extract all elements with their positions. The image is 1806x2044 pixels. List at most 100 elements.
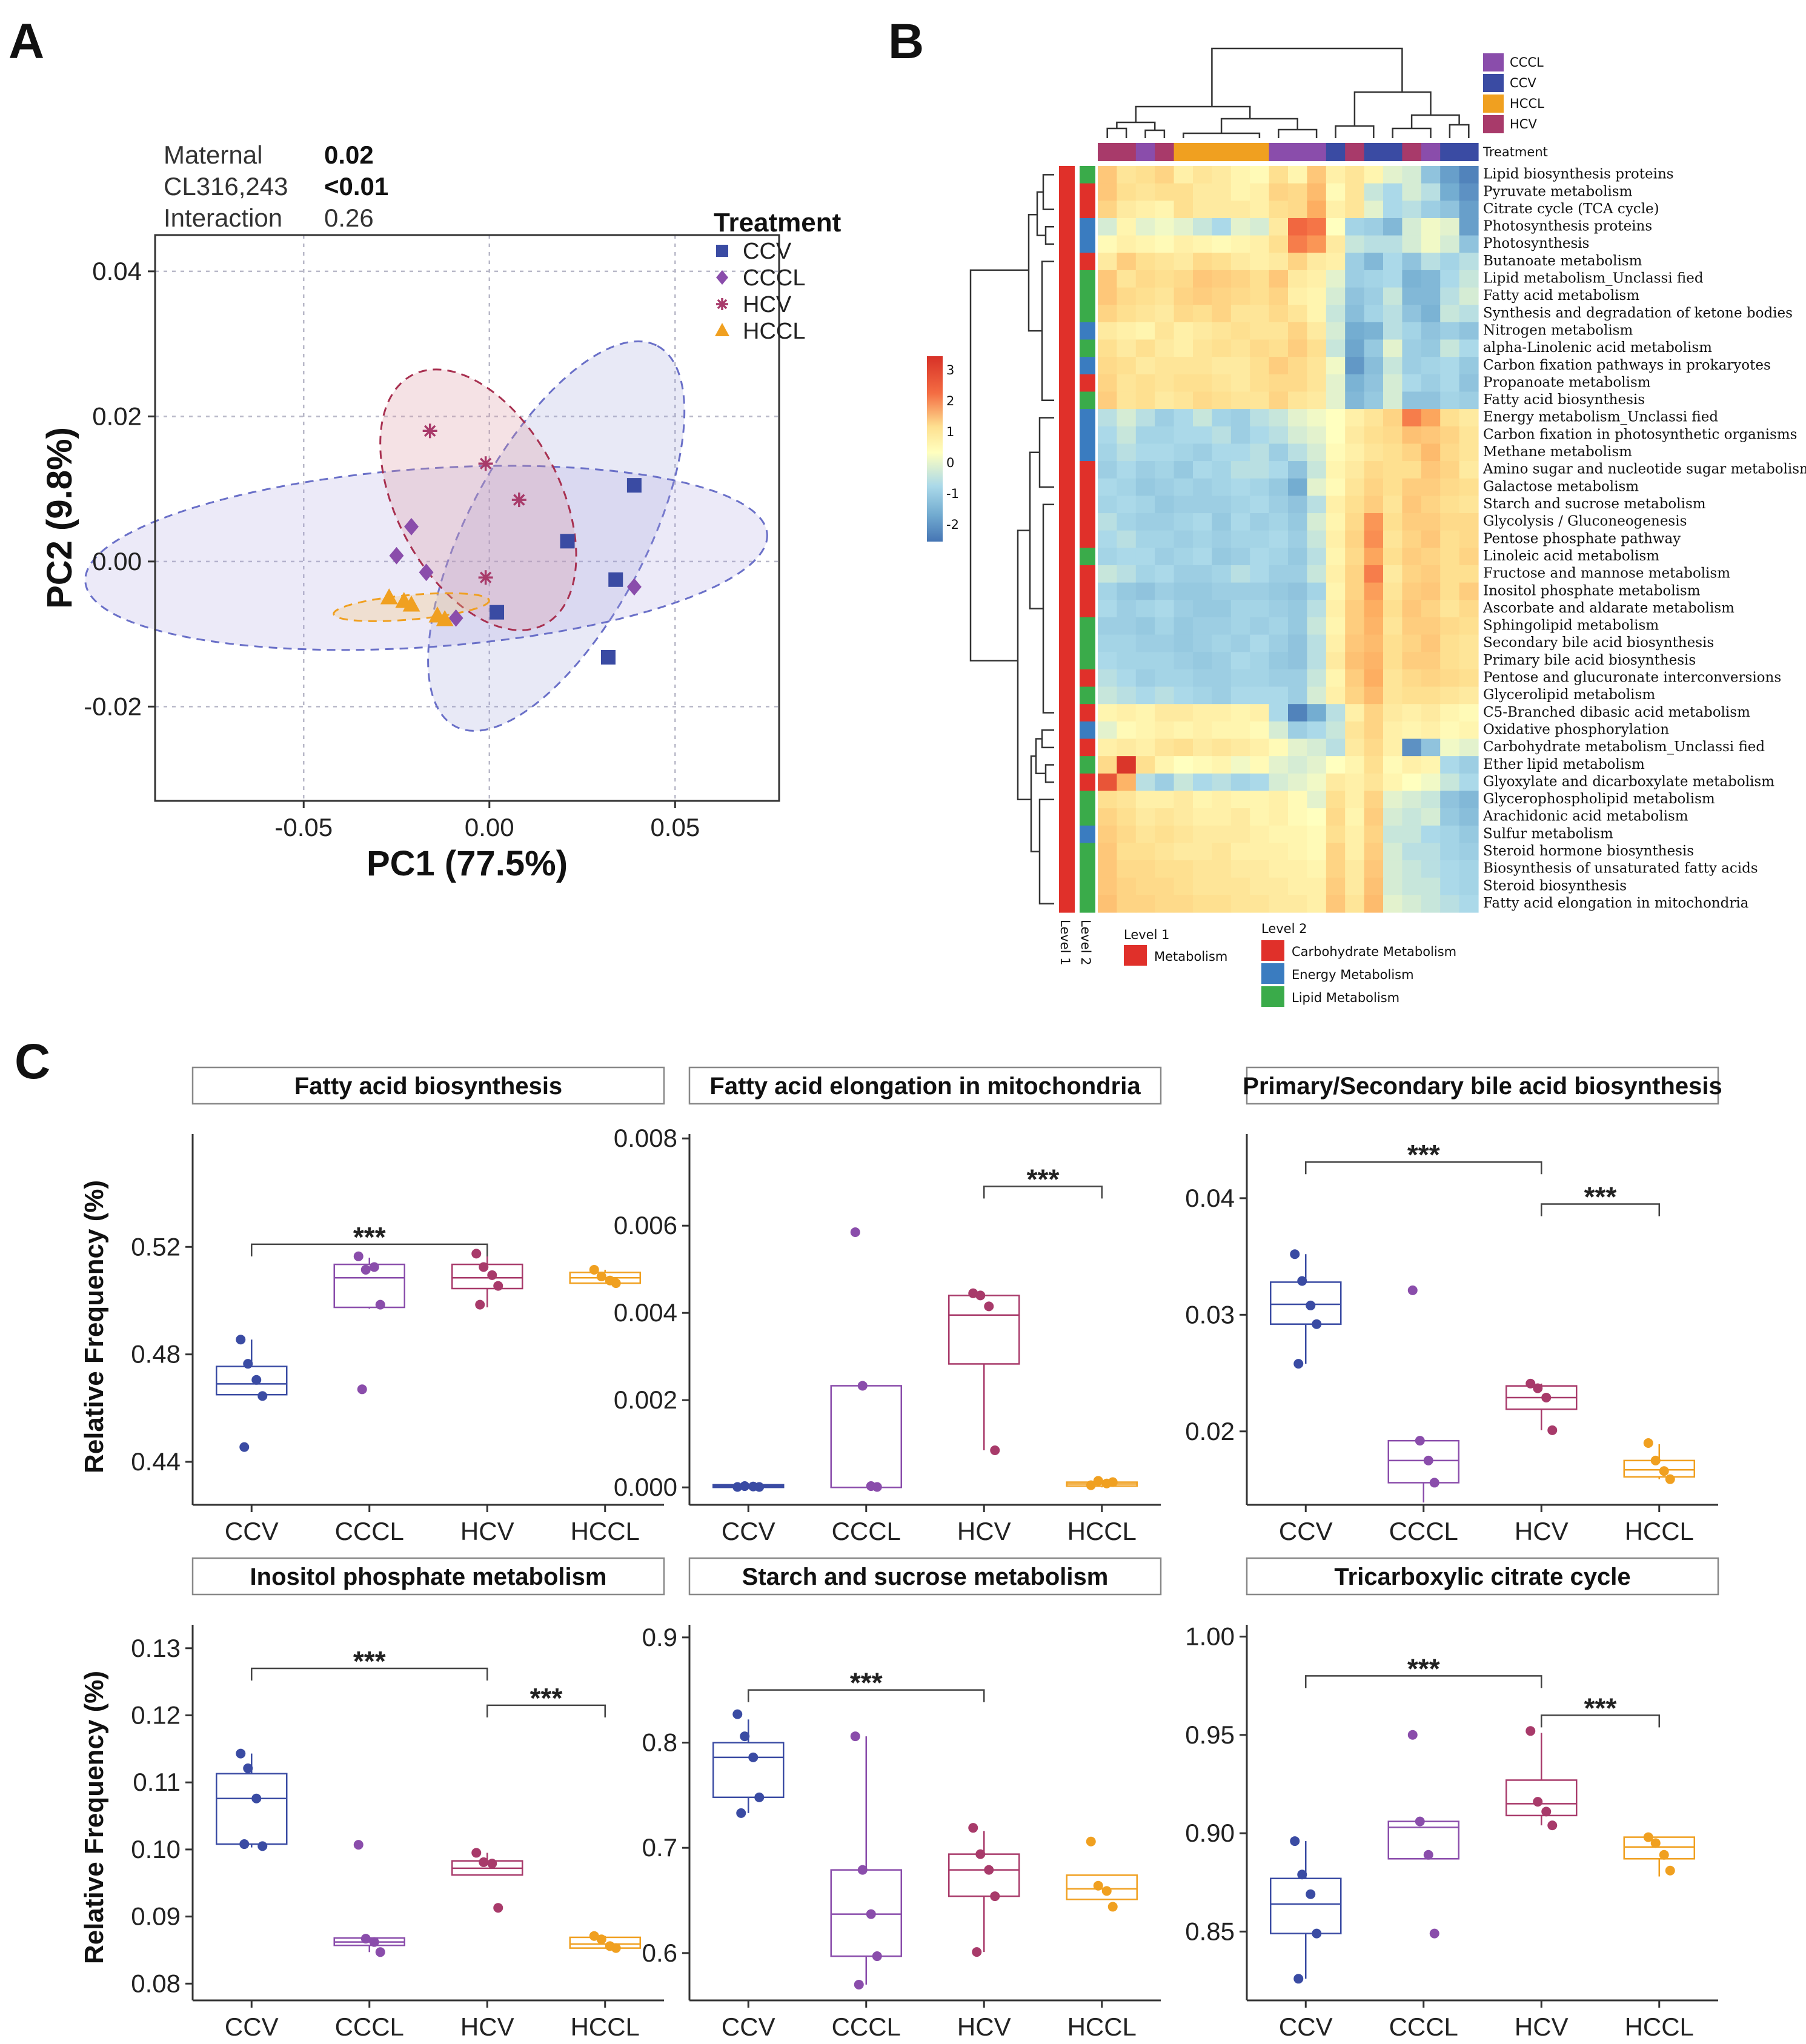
heatmap-row-label-24: Inositol phosphate metabolism [1483,583,1701,599]
heatmap-cell-r12-c17 [1421,374,1441,393]
pca-point-hccl-0 [380,588,398,605]
heatmap-cell-r29-c19 [1459,669,1479,688]
level1-annotation-r11 [1059,357,1075,375]
facet-strip-2 [1246,1066,1719,1105]
heatmap-cell-r42-c12 [1326,895,1346,913]
facet-2-x-tick-label-3: HCCL [1625,1517,1694,1545]
heatmap-cell-r11-c18 [1440,357,1460,375]
heatmap-cell-r31-c9 [1269,704,1289,722]
heatmap-cell-r8-c15 [1383,305,1403,323]
level2-annotation-r27 [1080,634,1095,652]
level1-annotation-r23 [1059,565,1075,583]
heatmap-cell-r34-c15 [1383,756,1403,774]
heatmap-row-label-9: Nitrogen metabolism [1483,322,1633,338]
heatmap-cell-r13-c19 [1459,391,1479,410]
heatmap-cell-r30-c9 [1269,686,1289,705]
heatmap-cell-r29-c12 [1326,669,1346,688]
heatmap-cell-r41-c7 [1230,877,1250,895]
heatmap-cell-r0-c12 [1326,166,1346,184]
heatmap-cell-r18-c14 [1364,478,1384,496]
heatmap-cell-r3-c13 [1345,217,1365,236]
facet-0-point-ccv-2 [251,1375,262,1385]
heatmap-cell-r11-c3 [1155,357,1175,375]
heatmap-cell-r6-c7 [1230,270,1250,288]
heatmap-cell-r35-c9 [1269,773,1289,792]
heatmap-cell-r20-c1 [1117,513,1137,531]
facet-4-point-hcv-4 [972,1947,982,1957]
facet-1-y-tick-label-1: 0.002 [614,1385,677,1414]
facet-title-3: Inositol phosphate metabolism [250,1564,607,1590]
heatmap-cell-r27-c12 [1326,634,1346,652]
facet-5-point-ccv-3 [1312,1928,1322,1939]
heatmap-cell-r4-c17 [1421,235,1441,253]
heatmap-cell-r31-c13 [1345,704,1365,722]
level1-annotation-r39 [1059,843,1075,861]
heatmap-cell-r3-c2 [1135,217,1155,236]
level1-annotation-r36 [1059,791,1075,809]
heatmap-cell-r22-c14 [1364,548,1384,566]
pca-point-hcv-0 [422,423,437,439]
heatmap-cell-r26-c4 [1174,617,1193,635]
heatmap-cell-r8-c1 [1117,305,1137,323]
heatmap-row-label-32: Oxidative phosphorylation [1483,722,1669,737]
heatmap-cell-r13-c13 [1345,391,1365,410]
heatmap-cell-r17-c2 [1135,461,1155,479]
facet-1-y-tick-label-2: 0.004 [614,1298,677,1327]
heatmap-cell-r39-c0 [1098,843,1117,861]
heatmap-cell-r41-c6 [1212,877,1232,895]
facet-5-y-tick-label-1: 0.90 [1185,1819,1235,1847]
heatmap-cell-r23-c12 [1326,565,1346,583]
heatmap-cell-r37-c8 [1250,808,1270,826]
heatmap-cell-r14-c6 [1212,409,1232,427]
heatmap-cell-r18-c15 [1383,478,1403,496]
heatmap-cell-r19-c7 [1230,496,1250,514]
heatmap-cell-r16-c6 [1212,443,1232,462]
heatmap-cell-r1-c3 [1155,183,1175,201]
treatment-legend-label-ccv: CCV [1510,76,1536,90]
heatmap-cell-r29-c0 [1098,669,1117,688]
heatmap-cell-r35-c0 [1098,773,1117,792]
level1-annotation-r8 [1059,305,1075,323]
heatmap-row-label-35: Glyoxylate and dicarboxylate metabolism [1483,774,1774,789]
facet-0-x-tick-label-1: CCCL [335,1517,404,1545]
heatmap-cell-r15-c4 [1174,426,1193,445]
heatmap-cell-r33-c17 [1421,738,1441,757]
facet-5-point-cccl-1 [1415,1816,1425,1827]
heatmap-cell-r41-c13 [1345,877,1365,895]
heatmap-cell-r15-c6 [1212,426,1232,445]
panel-c-label: C [15,1034,50,1089]
facet-4-point-cccl-0 [850,1731,860,1742]
heatmap-cell-r38-c13 [1345,825,1365,843]
heatmap-cell-r38-c6 [1212,825,1232,843]
facet-5-point-hccl-0 [1643,1832,1653,1842]
heatmap-cell-r36-c6 [1212,791,1232,809]
heatmap-cell-r11-c10 [1288,357,1307,375]
heatmap-cell-r30-c1 [1117,686,1137,705]
heatmap-cell-r23-c19 [1459,565,1479,583]
heatmap-cell-r2-c18 [1440,201,1460,219]
heatmap-cell-r11-c17 [1421,357,1441,375]
heatmap-cell-r22-c6 [1212,548,1232,566]
col-dendro-link-4 [1278,128,1318,138]
heatmap-cell-r21-c1 [1117,530,1137,548]
heatmap-cell-r33-c19 [1459,738,1479,757]
heatmap-cell-r9-c9 [1269,322,1289,340]
heatmap-cell-r12-c2 [1135,374,1155,393]
heatmap-cell-r29-c13 [1345,669,1365,688]
heatmap-cell-r25-c1 [1117,600,1137,618]
heatmap-cell-r2-c1 [1117,201,1137,219]
heatmap-cell-r16-c7 [1230,443,1250,462]
heatmap-cell-r31-c19 [1459,704,1479,722]
heatmap-cell-r25-c18 [1440,600,1460,618]
heatmap-cell-r13-c9 [1269,391,1289,410]
heatmap-cell-r38-c10 [1288,825,1307,843]
level1-annotation-r15 [1059,426,1075,445]
row-dendro-link-2 [1036,191,1046,236]
heatmap-cell-r29-c15 [1383,669,1403,688]
heatmap-cell-r13-c5 [1193,391,1212,410]
heatmap-cell-r8-c18 [1440,305,1460,323]
heatmap-row-label-12: Propanoate metabolism [1483,374,1651,390]
heatmap-cell-r18-c0 [1098,478,1117,496]
level2-annotation-r33 [1080,738,1095,757]
heatmap-cell-r35-c17 [1421,773,1441,792]
